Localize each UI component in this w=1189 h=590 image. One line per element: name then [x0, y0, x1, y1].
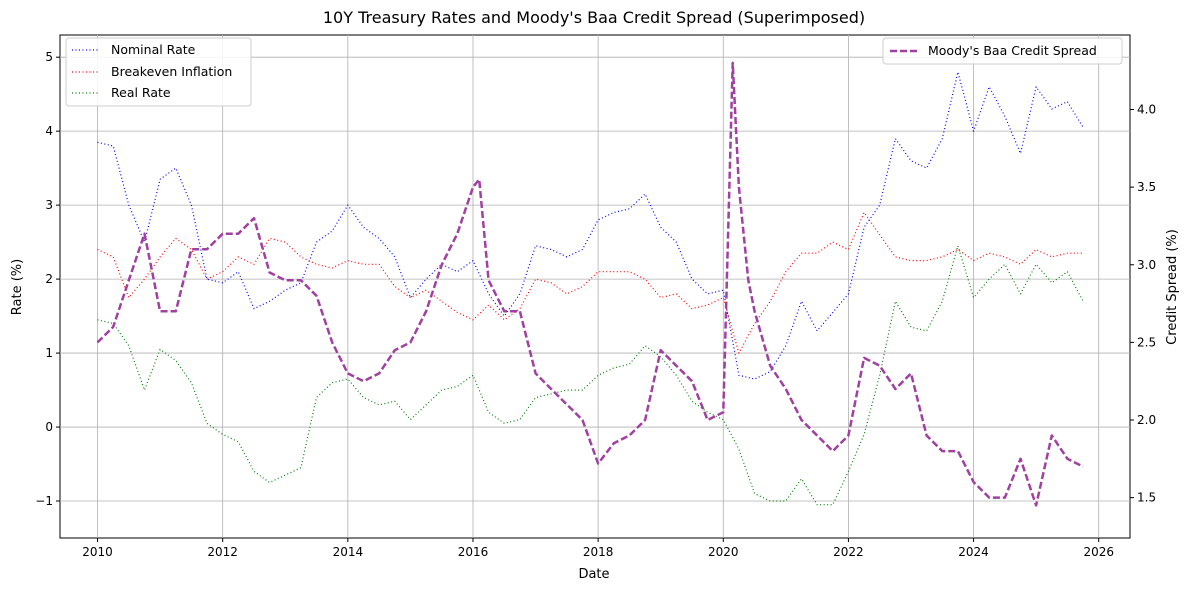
series-line-nominal-rate — [97, 71, 1084, 380]
y-axis-right-label: Credit Spread (%) — [1165, 229, 1180, 345]
legend-label-breakeven: Breakeven Inflation — [111, 64, 232, 79]
y-right-tick-label: 2.5 — [1137, 335, 1156, 349]
y-right-tick-label: 3.0 — [1137, 258, 1156, 272]
y-left-tick-label: −1 — [35, 494, 53, 508]
y-right-tick-label: 2.0 — [1137, 413, 1156, 427]
grid-lines — [60, 35, 1130, 538]
x-tick-label: 2022 — [833, 545, 864, 559]
series-line-baa-credit-spread — [96, 61, 1084, 507]
y-left-tick-label: 2 — [45, 272, 53, 286]
y-right-tick-label: 4.0 — [1137, 103, 1156, 117]
axes: 2010 2012 2014 2016 2018 2020 2022 2024 2026 −1 0 1… — [35, 50, 1156, 559]
y-left-tick-label: 5 — [45, 50, 53, 64]
x-tick-label: 2012 — [207, 545, 238, 559]
y-left-tick-label: 0 — [45, 420, 53, 434]
legend-left-box — [65, 37, 252, 107]
x-tick-label: 2024 — [958, 545, 989, 559]
legend-right: Moody's Baa Credit Spread — [882, 37, 1123, 65]
x-tick-label: 2014 — [333, 545, 364, 559]
y-right-tick-label: 1.5 — [1137, 491, 1156, 505]
legend-right-box — [882, 37, 1123, 65]
data-series — [96, 61, 1084, 507]
x-axis-label: Date — [578, 567, 609, 582]
x-tick-label: 2016 — [458, 545, 489, 559]
legend-left: Nominal Rate Breakeven Inflation Real Ra… — [65, 37, 252, 107]
legend-label-nominal: Nominal Rate — [111, 42, 196, 57]
y-right-tick-label: 3.5 — [1137, 180, 1156, 194]
x-tick-label: 2010 — [82, 545, 113, 559]
y-left-tick-label: 1 — [45, 346, 53, 360]
x-tick-label: 2018 — [583, 545, 614, 559]
legend-label-real: Real Rate — [111, 85, 171, 100]
y-left-tick-label: 4 — [45, 124, 53, 138]
chart-title: 10Y Treasury Rates and Moody's Baa Credi… — [323, 8, 865, 27]
plot-area — [59, 34, 1131, 539]
legend-label-baa: Moody's Baa Credit Spread — [928, 43, 1097, 58]
x-tick-label: 2026 — [1083, 545, 1114, 559]
x-tick-label: 2020 — [708, 545, 739, 559]
y-axis-left-label: Rate (%) — [10, 259, 25, 315]
y-left-tick-label: 3 — [45, 198, 53, 212]
